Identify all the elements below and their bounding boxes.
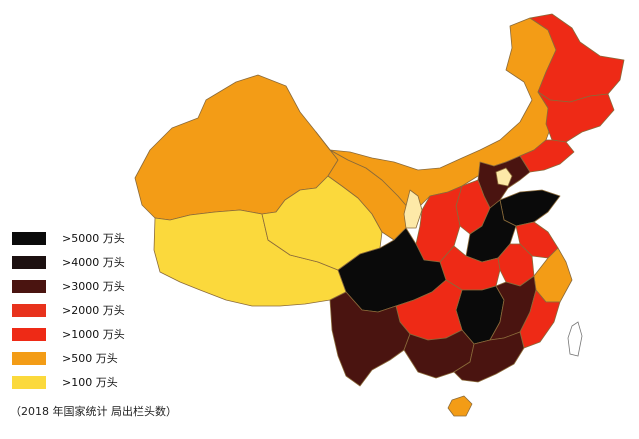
- region-shandong: [499, 189, 561, 227]
- legend-item: >4000 万头: [10, 253, 145, 277]
- legend-swatch: [12, 328, 46, 341]
- legend-item: >1000 万头: [10, 325, 145, 349]
- legend-label: >5000 万头: [62, 232, 125, 245]
- legend-label: >500 万头: [62, 352, 118, 365]
- region-ningxia: [403, 189, 423, 229]
- legend-swatch: [12, 256, 46, 269]
- region-taiwan: [567, 321, 583, 357]
- region-hainan: [447, 395, 473, 417]
- map-legend: >5000 万头 >4000 万头 >3000 万头 >2000 万头 >100…: [10, 229, 145, 397]
- region-liaoning: [519, 139, 575, 173]
- legend-item: >3000 万头: [10, 277, 145, 301]
- legend-swatch: [12, 280, 46, 293]
- legend-label: >2000 万头: [62, 304, 125, 317]
- legend-label: >3000 万头: [62, 280, 125, 293]
- legend-item: >100 万头: [10, 373, 145, 397]
- legend-swatch: [12, 304, 46, 317]
- legend-label: >4000 万头: [62, 256, 125, 269]
- legend-item: >5000 万头: [10, 229, 145, 253]
- region-guangdong: [453, 331, 525, 383]
- legend-swatch: [12, 352, 46, 365]
- legend-label: >100 万头: [62, 376, 118, 389]
- legend-swatch: [12, 376, 46, 389]
- legend-swatch: [12, 232, 46, 245]
- legend-item: >2000 万头: [10, 301, 145, 325]
- source-note: （2018 年国家统计 局出栏头数）: [10, 405, 177, 418]
- region-jilin: [537, 91, 615, 143]
- region-beijing-tianjin: [495, 167, 513, 187]
- legend-label: >1000 万头: [62, 328, 125, 341]
- legend-item: >500 万头: [10, 349, 145, 373]
